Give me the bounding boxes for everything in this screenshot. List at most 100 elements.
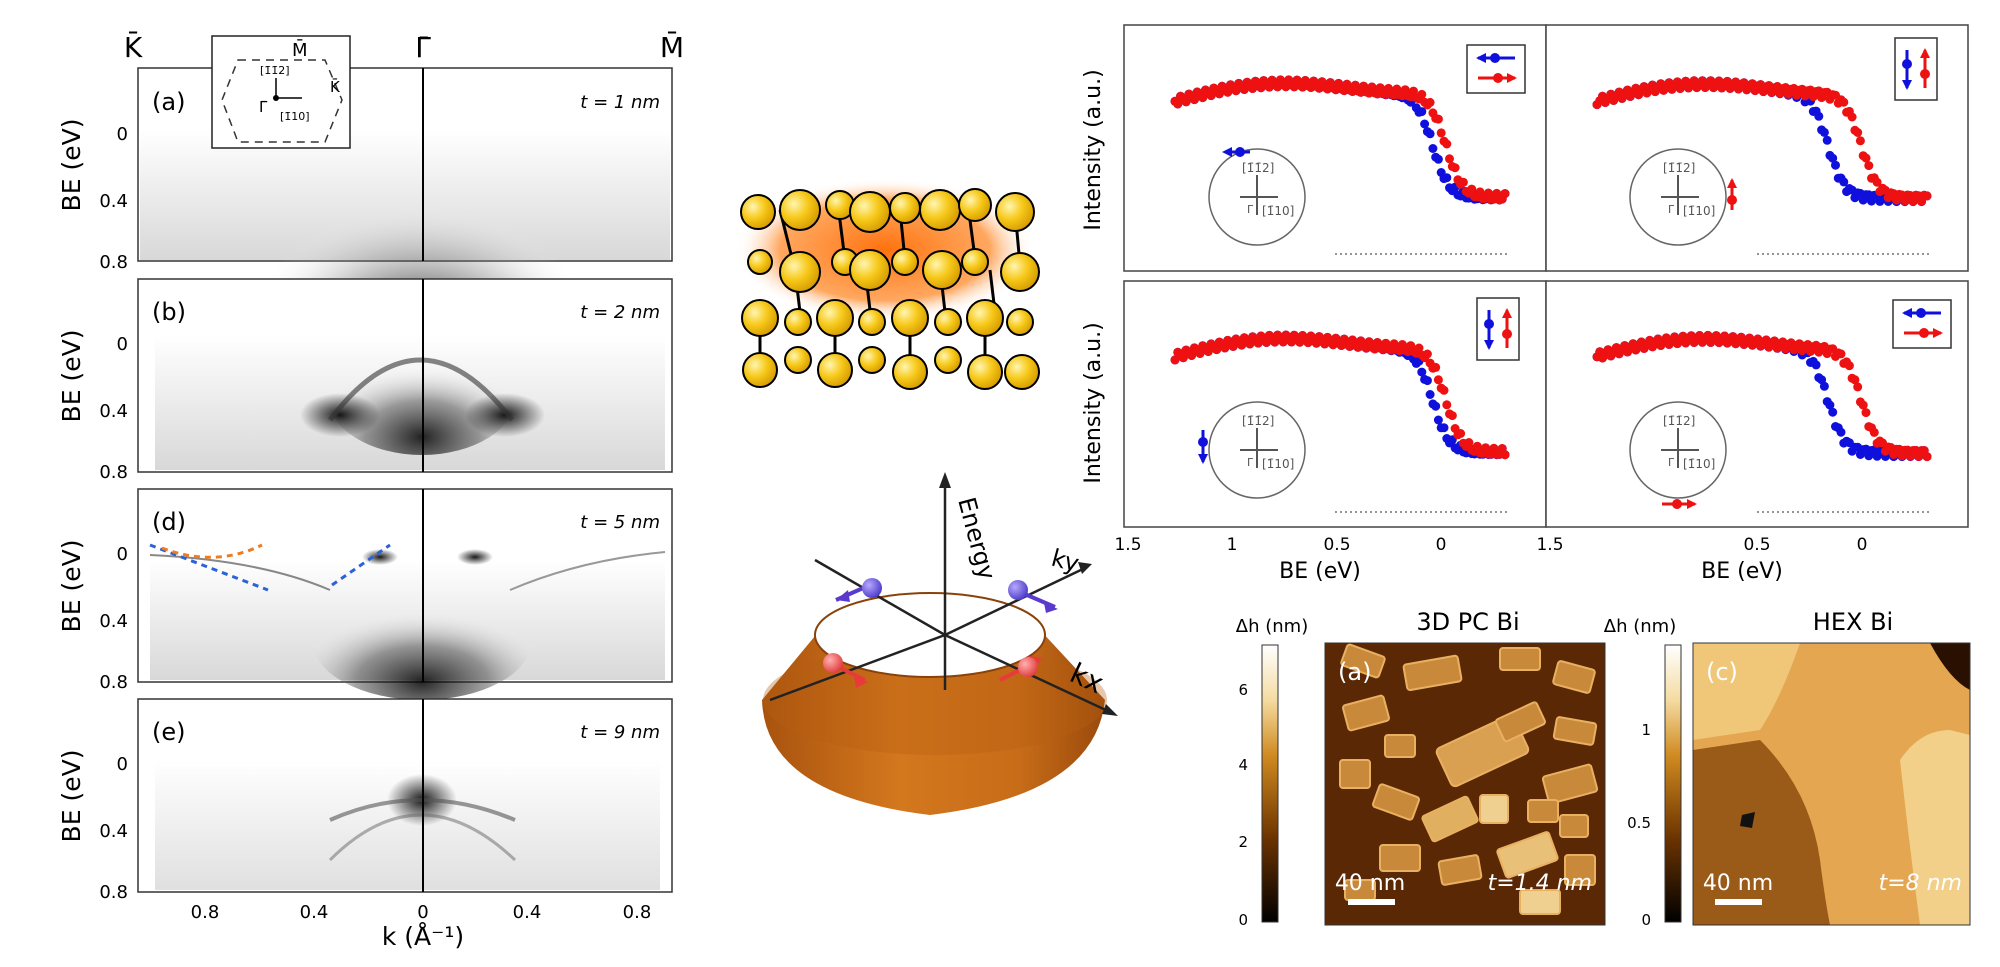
bi-atom (995, 192, 1035, 232)
edc-inset-3: [1̄1̄2] [1̄10] Γ (1198, 401, 1306, 499)
edc-point (1178, 353, 1188, 363)
xtick: 0 (417, 902, 428, 923)
afm2-thickness: t=8 nm (1879, 871, 1962, 896)
bi-atom (967, 354, 1003, 390)
arpes-panel-d: (d) t = 5 nm (137, 488, 673, 700)
inset-k: K̄ (330, 77, 341, 96)
ytick: 0.8 (99, 252, 128, 273)
edc-point (1450, 163, 1460, 173)
edc-point (1447, 411, 1457, 421)
spin-blue-right (1008, 580, 1028, 600)
spin-red-left (823, 653, 843, 673)
edc-point (1431, 401, 1441, 411)
edc-point (1872, 177, 1882, 187)
edc-point (1847, 112, 1857, 122)
thickness-a: t = 1 nm (580, 92, 660, 113)
afm2-title: HEX Bi (1813, 608, 1893, 636)
edc-legend-4 (1892, 299, 1952, 349)
edc-point (1831, 160, 1840, 170)
edc-point (1836, 427, 1846, 437)
edc-point (1445, 154, 1454, 164)
edc-inset-2: [1̄1̄2] [1̄10] Γ (1629, 148, 1737, 246)
edc-point (1844, 361, 1854, 371)
arpes-figure: K̄ Γ̄ M̄ (a) t = 1 nm M̄ K̄ Γ̄ [1̄1̄2] [… (57, 30, 684, 951)
edc-panel-4 (1545, 280, 1969, 528)
bi-atom (1004, 354, 1040, 390)
edc-point (1439, 423, 1449, 433)
edc-point (1861, 408, 1871, 418)
inset-gamma-1: Γ (1247, 203, 1254, 216)
spin-blue-left (862, 578, 882, 598)
edc-point (1417, 89, 1427, 99)
edc-point (1861, 153, 1871, 163)
k-bar-label: K̄ (124, 30, 143, 64)
ylabel-e: BE (eV) (57, 750, 86, 843)
edc-point (1853, 128, 1863, 137)
edc-ylabel-top: Intensity (a.u.) (1081, 69, 1106, 230)
edc-point (1456, 429, 1466, 438)
inset-dir1-1: [1̄1̄2] (1242, 161, 1274, 175)
edc-point (1922, 452, 1932, 462)
afm1-colorbar (1261, 644, 1279, 923)
edc-point (1425, 390, 1435, 399)
edc-point (1828, 407, 1838, 417)
cone-energy-label: Energy (952, 494, 1001, 582)
bi-atom (816, 299, 854, 337)
edc-legend-2 (1894, 37, 1938, 101)
edc-point (1425, 97, 1435, 107)
edc-point (1422, 349, 1432, 359)
m-bar-label: M̄ (660, 30, 684, 64)
ylabel-a: BE (eV) (57, 119, 86, 212)
ytick: 0.4 (99, 191, 128, 212)
spin-cone: Energy ky kx (762, 472, 1118, 815)
cb-tick: 1 (1641, 721, 1651, 739)
bi-atom (966, 299, 1004, 337)
ytick: 0.8 (99, 672, 128, 693)
edc-point (1819, 381, 1829, 391)
bi-atom (849, 191, 891, 233)
panel-label-d: (d) (152, 508, 186, 536)
bi-atom (784, 308, 812, 336)
bi-atom (922, 250, 962, 290)
edc-point (1475, 187, 1485, 197)
cb-tick: 0 (1641, 911, 1651, 929)
edc-point (1500, 189, 1510, 199)
ytick: 0.8 (99, 882, 128, 903)
inset-dir1-2: [1̄1̄2] (1663, 161, 1695, 175)
edc-inset-4: [1̄1̄2] [1̄10] Γ (1629, 401, 1727, 509)
bi-atom (742, 352, 778, 388)
xtick: 0.4 (300, 902, 329, 923)
edc-point (1422, 376, 1432, 386)
edc-point (1170, 355, 1180, 365)
thickness-e: t = 9 nm (580, 722, 660, 743)
inset-dir2-3: [1̄10] (1262, 457, 1294, 471)
bi-atom (891, 248, 919, 276)
afm1-cb-label: Δh (nm) (1236, 616, 1308, 637)
ytick: 0 (117, 334, 128, 355)
ytick: 0 (117, 124, 128, 145)
bi-atom (892, 354, 928, 390)
ytick: 0.4 (99, 401, 128, 422)
inset-dir1-3: [1̄1̄2] (1242, 414, 1274, 428)
bi-atom (891, 299, 929, 337)
edc-point (1811, 360, 1821, 370)
edc-point (1417, 367, 1427, 377)
edc-point (1858, 400, 1868, 410)
afm1-thickness: t=1.4 nm (1488, 871, 1592, 896)
edc-point (1822, 135, 1832, 145)
panel-label-b: (b) (152, 298, 186, 326)
edc-point (1869, 427, 1879, 437)
edc-point (1819, 127, 1829, 137)
bi-atom (779, 189, 821, 231)
afm2-colorbar (1664, 644, 1682, 923)
edc-point (1464, 438, 1474, 447)
dashed-band-orange (161, 543, 263, 559)
edc-point (1839, 97, 1849, 107)
edc-point (1442, 173, 1452, 183)
edc-x-axis-right: 1.5 0.5 0 BE (eV) (1536, 535, 1867, 584)
xtick: 0.8 (191, 902, 220, 923)
cb-tick: 0 (1238, 911, 1248, 929)
ytick: 0 (117, 544, 128, 565)
xtick: 0.5 (1743, 535, 1770, 555)
bi-atom (849, 249, 891, 291)
